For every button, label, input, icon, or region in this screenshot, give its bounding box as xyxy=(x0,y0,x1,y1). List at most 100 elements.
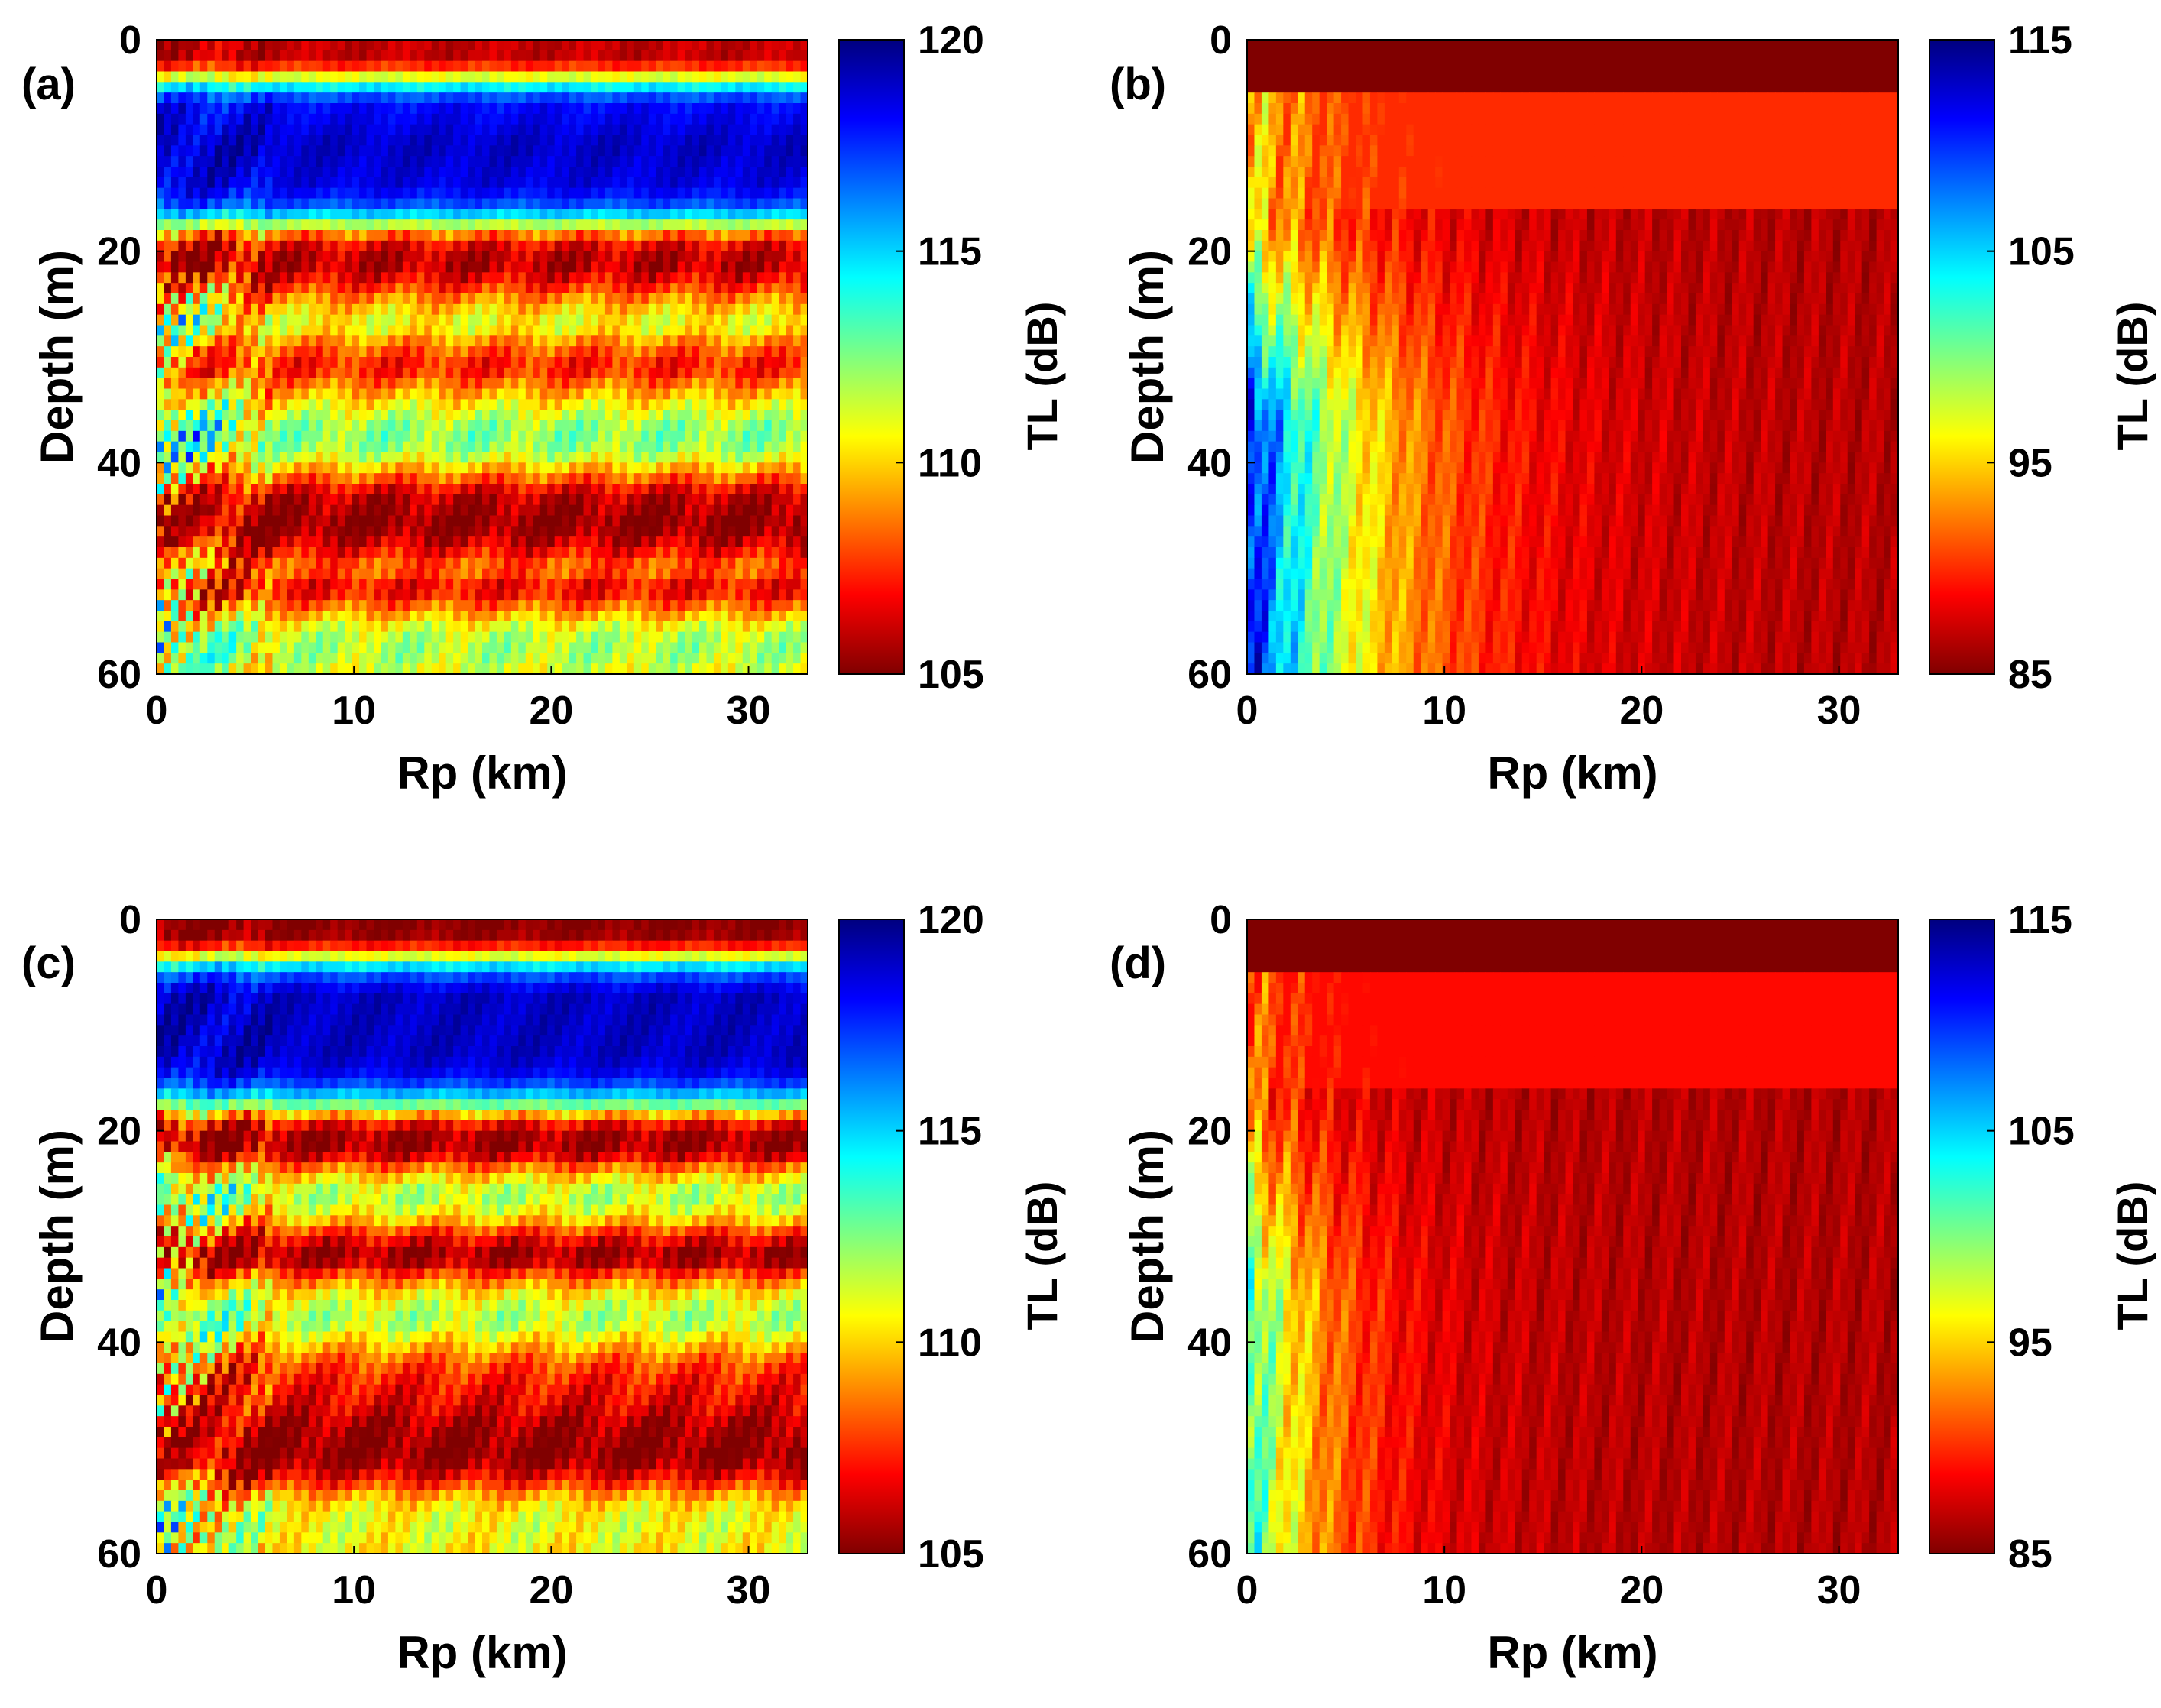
heatmap-cell xyxy=(576,346,584,357)
heatmap-cell xyxy=(265,251,273,262)
heatmap-cell xyxy=(251,177,258,188)
heatmap-cell xyxy=(265,125,273,135)
heatmap-cell xyxy=(779,283,786,293)
heatmap-cell xyxy=(432,177,439,188)
heatmap-cell xyxy=(432,167,439,177)
heatmap-cell xyxy=(750,188,757,199)
heatmap-cell xyxy=(461,103,468,114)
heatmap-cell xyxy=(229,103,237,114)
heatmap-cell xyxy=(381,335,388,346)
heatmap-cell xyxy=(641,315,649,326)
heatmap-cell xyxy=(446,114,454,125)
heatmap-cell xyxy=(793,209,801,219)
heatmap-cell xyxy=(453,167,461,177)
heatmap-cell xyxy=(381,304,388,315)
heatmap-cell xyxy=(504,156,511,167)
heatmap-cell xyxy=(388,315,396,326)
heatmap-cell xyxy=(381,40,388,50)
heatmap-cell xyxy=(388,92,396,103)
heatmap-cell xyxy=(786,135,794,146)
heatmap-cell xyxy=(345,346,352,357)
heatmap-cell xyxy=(764,335,772,346)
heatmap-cell xyxy=(663,72,671,83)
heatmap-cell xyxy=(461,219,468,230)
heatmap-cell xyxy=(685,283,692,293)
heatmap-cell xyxy=(280,293,287,304)
heatmap-cell xyxy=(417,326,425,336)
heatmap-cell xyxy=(280,114,287,125)
heatmap-cell xyxy=(685,125,692,135)
heatmap-cell xyxy=(793,230,801,241)
heatmap-cell xyxy=(699,103,707,114)
heatmap-cell xyxy=(265,335,273,346)
heatmap-cell xyxy=(171,262,179,273)
heatmap-cell xyxy=(685,40,692,50)
heatmap-cell xyxy=(750,125,757,135)
heatmap-cell xyxy=(446,209,454,219)
heatmap-cell xyxy=(591,199,598,209)
heatmap-cell xyxy=(511,199,519,209)
heatmap-cell xyxy=(526,283,533,293)
heatmap-cell xyxy=(605,125,613,135)
heatmap-cell xyxy=(468,167,475,177)
heatmap-cell xyxy=(497,357,504,368)
heatmap-cell xyxy=(620,114,627,125)
heatmap-cell xyxy=(714,283,721,293)
heatmap-cell xyxy=(598,209,605,219)
heatmap-cell xyxy=(244,72,251,83)
heatmap-cell xyxy=(446,251,454,262)
heatmap-cell xyxy=(497,315,504,326)
heatmap-cell xyxy=(634,156,642,167)
heatmap-cell xyxy=(186,177,193,188)
heatmap-cell xyxy=(164,262,171,273)
heatmap-cell xyxy=(410,72,417,83)
heatmap-cell xyxy=(562,72,569,83)
heatmap-cell xyxy=(779,177,786,188)
heatmap-cell xyxy=(200,40,208,50)
heatmap-cell xyxy=(417,135,425,146)
heatmap-cell xyxy=(533,103,540,114)
heatmap-cell xyxy=(699,135,707,146)
heatmap-cell xyxy=(475,293,483,304)
heatmap-cell xyxy=(497,326,504,336)
heatmap-cell xyxy=(555,61,562,72)
heatmap-cell xyxy=(757,125,765,135)
heatmap-cell xyxy=(432,315,439,326)
heatmap-cell xyxy=(207,177,215,188)
heatmap-cell xyxy=(685,272,692,283)
heatmap-cell xyxy=(649,61,656,72)
heatmap-cell xyxy=(461,156,468,167)
heatmap-cell xyxy=(403,326,410,336)
heatmap-cell xyxy=(547,156,555,167)
heatmap-cell xyxy=(410,188,417,199)
heatmap-cell xyxy=(562,103,569,114)
heatmap-cell xyxy=(612,346,620,357)
heatmap-cell xyxy=(316,209,323,219)
heatmap-cell xyxy=(605,304,613,315)
heatmap-cell xyxy=(743,50,750,61)
heatmap-cell xyxy=(555,135,562,146)
heatmap-cell xyxy=(178,262,186,273)
heatmap-cell xyxy=(728,251,736,262)
heatmap-cell xyxy=(316,293,323,304)
heatmap-cell xyxy=(649,103,656,114)
heatmap-cell xyxy=(569,219,577,230)
heatmap-cell xyxy=(757,209,765,219)
heatmap-cell xyxy=(620,135,627,146)
heatmap-cell xyxy=(750,145,757,156)
heatmap-cell xyxy=(251,103,258,114)
heatmap-cell xyxy=(489,114,497,125)
heatmap-cell xyxy=(764,251,772,262)
heatmap-cell xyxy=(215,346,222,357)
heatmap-cell xyxy=(171,346,179,357)
heatmap-cell xyxy=(569,357,577,368)
heatmap-cell xyxy=(786,156,794,167)
heatmap-cell xyxy=(526,262,533,273)
heatmap-cell xyxy=(157,50,164,61)
heatmap-cell xyxy=(207,315,215,326)
heatmap-cell xyxy=(424,283,432,293)
heatmap-cell xyxy=(323,219,331,230)
heatmap-cell xyxy=(330,230,338,241)
heatmap-cell xyxy=(786,315,794,326)
heatmap-cell xyxy=(497,145,504,156)
